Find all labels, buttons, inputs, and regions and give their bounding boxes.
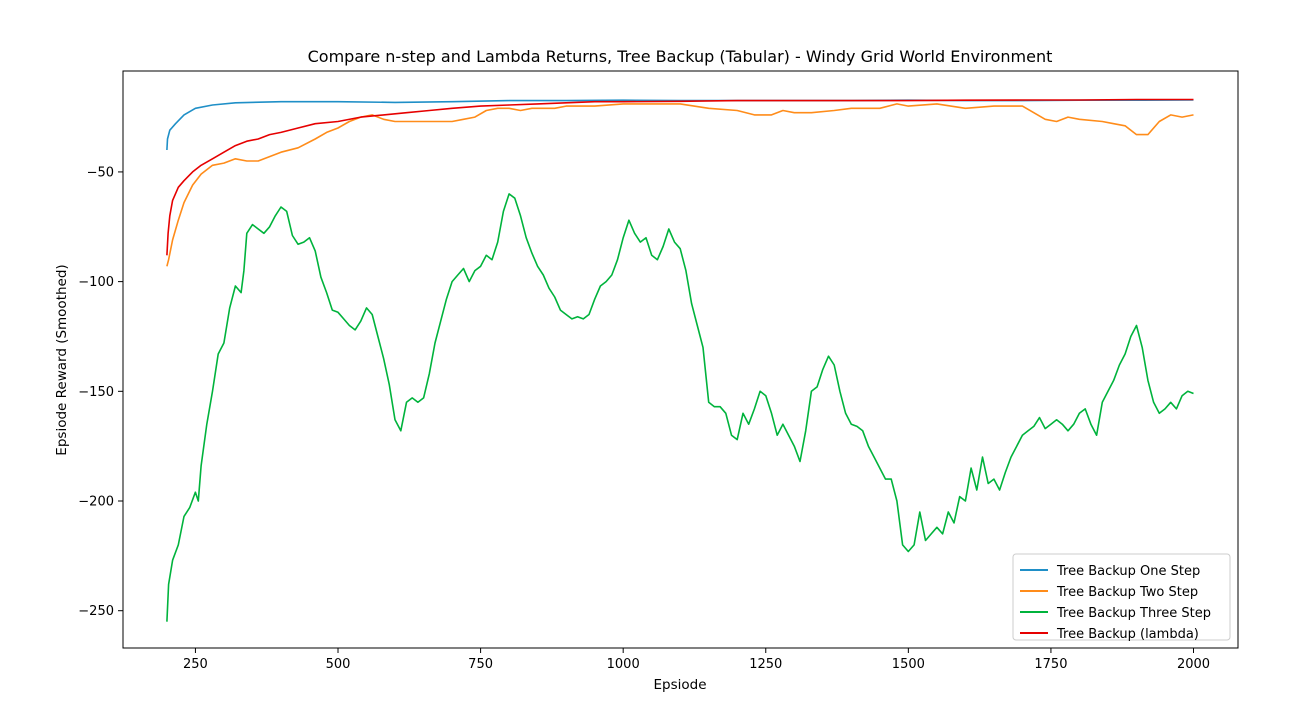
- y-tick-label: −50: [87, 165, 114, 180]
- legend: Tree Backup One Step Tree Backup Two Step…: [1012, 553, 1231, 642]
- x-tick-label: 1000: [607, 657, 640, 672]
- legend-label: Tree Backup (lambda): [1056, 627, 1199, 642]
- y-tick-label: −200: [78, 495, 114, 510]
- x-axis-ticks: 250 500 750 1000 1250 1500 1750 2000: [183, 648, 1210, 672]
- y-tick-label: −150: [78, 385, 114, 400]
- x-tick-label: 1500: [892, 657, 925, 672]
- y-tick-label: −250: [78, 604, 114, 619]
- series-layer: [166, 98, 1194, 622]
- x-tick-label: 250: [183, 657, 208, 672]
- y-axis-label: Epsiode Reward (Smoothed): [54, 264, 70, 455]
- legend-box: [1012, 553, 1231, 641]
- series-line-3: [166, 193, 1194, 622]
- x-axis-label: Epsiode: [653, 677, 706, 693]
- x-tick-label: 1250: [749, 657, 782, 672]
- x-tick-label: 2000: [1177, 657, 1210, 672]
- plot-frame: [122, 70, 1239, 649]
- y-axis-ticks: −250 −200 −150 −100 −50: [78, 165, 123, 619]
- y-tick-label: −100: [78, 275, 114, 290]
- series-line-2: [166, 103, 1194, 267]
- x-tick-label: 750: [468, 657, 493, 672]
- chart-title: Compare n-step and Lambda Returns, Tree …: [308, 47, 1053, 66]
- series-line-4: [166, 98, 1194, 256]
- legend-label: Tree Backup Two Step: [1056, 585, 1198, 600]
- legend-label: Tree Backup One Step: [1056, 564, 1200, 579]
- plot-area: [122, 70, 1239, 649]
- legend-label: Tree Backup Three Step: [1056, 606, 1211, 621]
- x-tick-label: 1750: [1034, 657, 1067, 672]
- x-tick-label: 500: [326, 657, 351, 672]
- series-line-1: [166, 99, 1194, 151]
